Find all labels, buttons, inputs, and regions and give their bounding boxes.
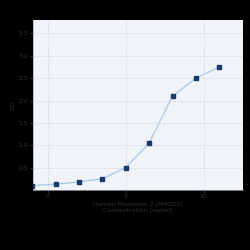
Y-axis label: OD: OD bbox=[11, 100, 16, 110]
Point bbox=[147, 141, 151, 145]
Point bbox=[30, 184, 34, 188]
Point bbox=[77, 180, 81, 184]
Point bbox=[218, 65, 222, 69]
Point bbox=[170, 94, 174, 98]
Point bbox=[100, 177, 104, 181]
X-axis label: Human Myozenin 2 (MYOZ2)
Concentration (ng/ml): Human Myozenin 2 (MYOZ2) Concentration (… bbox=[93, 202, 182, 213]
Point bbox=[54, 182, 58, 186]
Point bbox=[194, 76, 198, 80]
Point bbox=[124, 166, 128, 170]
